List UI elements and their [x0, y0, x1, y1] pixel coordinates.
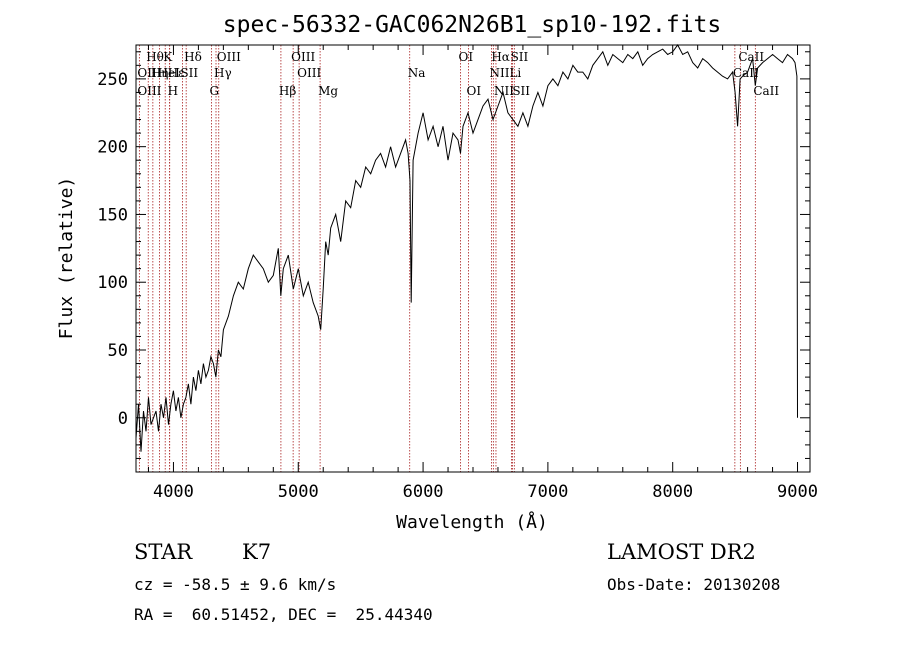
- axis-tick-layer: 4000 5000 6000 7000 8000 9000 0 50 100 150 200 250: [97, 45, 818, 502]
- y-tick-label: 200: [97, 138, 128, 158]
- line-label: OIII: [217, 50, 241, 64]
- x-tick-label: 8000: [652, 482, 693, 502]
- line-label: OIII: [137, 84, 161, 98]
- line-label: OI: [459, 50, 474, 64]
- line-label: NII: [494, 84, 514, 98]
- line-label: Hγ: [214, 66, 232, 80]
- line-label: Na: [408, 66, 426, 80]
- x-tick-label: 6000: [403, 482, 444, 502]
- line-label: OIII: [291, 50, 315, 64]
- survey-name: LAMOST DR2: [607, 540, 756, 564]
- line-label: Hθ: [146, 50, 164, 64]
- line-label: CaII: [738, 50, 764, 64]
- object-subclass: K7: [242, 540, 272, 564]
- chart-title: spec-56332-GAC062N26B1_sp10-192.fits: [223, 12, 722, 38]
- line-label: G: [210, 84, 220, 98]
- line-label: CaII: [753, 84, 779, 98]
- y-tick-label: 0: [118, 409, 128, 429]
- line-label: Hβ: [279, 84, 296, 98]
- y-tick-label: 250: [97, 70, 128, 90]
- object-class: STAR: [134, 540, 193, 564]
- y-tick-label: 100: [97, 273, 128, 293]
- line-label: OI: [467, 84, 482, 98]
- spectrum-series-line: [135, 44, 798, 452]
- line-marker-layer: [138, 45, 756, 472]
- x-tick-label: 7000: [527, 482, 568, 502]
- line-label: Li: [509, 66, 521, 80]
- x-axis-label: Wavelength (Å): [396, 511, 548, 533]
- coordinates: RA = 60.51452, DEC = 25.44340: [134, 605, 433, 624]
- line-label: HeI: [158, 66, 181, 80]
- line-label: NII: [489, 66, 509, 80]
- x-tick-label: 5000: [278, 482, 319, 502]
- line-label: SII: [511, 50, 529, 64]
- line-label: SII: [180, 66, 198, 80]
- line-label: OIII: [297, 66, 321, 80]
- x-tick-label: 4000: [153, 482, 194, 502]
- line-label: Hη: [151, 66, 169, 80]
- redshift-cz: cz = -58.5 ± 9.6 km/s: [134, 575, 337, 594]
- y-axis-label: Flux (relative): [56, 177, 77, 340]
- line-label: OII: [137, 66, 157, 80]
- line-label: H: [168, 84, 178, 98]
- line-label: K: [163, 50, 173, 64]
- y-tick-label: 150: [97, 205, 128, 225]
- line-label: Mg: [318, 84, 338, 98]
- obs-date: Obs-Date: 20130208: [607, 575, 781, 594]
- line-label: Hα: [491, 50, 510, 64]
- line-label: Hε: [168, 66, 185, 80]
- x-tick-label: 9000: [777, 482, 818, 502]
- plot-frame: [135, 44, 811, 473]
- line-label: Hδ: [184, 50, 202, 64]
- y-tick-label: 50: [108, 341, 128, 361]
- line-label: SII: [512, 84, 530, 98]
